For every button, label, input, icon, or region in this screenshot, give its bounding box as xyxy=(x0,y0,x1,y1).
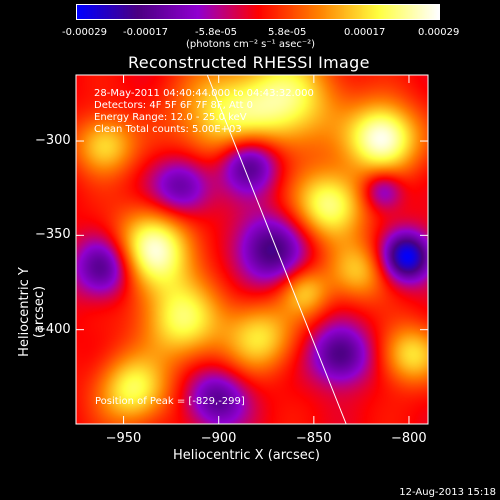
colorbar-label-6: 0.00029 xyxy=(418,27,460,38)
colorbar-label-5: 0.00017 xyxy=(344,27,386,38)
y-tick-label: −300 xyxy=(35,133,71,149)
y-axis-ticks xyxy=(76,140,428,331)
y-axis-label: Heliocentric Y (arcsec) xyxy=(17,267,47,357)
info-detectors: Detectors: 4F 5F 6F 7F 8F, Att 0 xyxy=(94,100,254,111)
info-time: 28-May-2011 04:40:44.000 to 04:43:32.000 xyxy=(94,88,314,99)
plot-frame xyxy=(75,74,429,425)
limb-line xyxy=(206,75,347,424)
peak-position-label: Position of Peak = [-829,-299] xyxy=(95,396,245,407)
colorbar xyxy=(76,4,440,20)
x-axis-label: Heliocentric X (arcsec) xyxy=(173,448,320,463)
colorbar-label-4: 5.8e-05 xyxy=(268,27,307,38)
colorbar-gradient xyxy=(77,5,439,19)
x-axis-ticks xyxy=(123,75,410,424)
y-tick-label: −400 xyxy=(35,321,71,337)
colorbar-label-2: -0.00017 xyxy=(123,27,168,38)
colorbar-unit: (photons cm⁻² s⁻¹ asec⁻²) xyxy=(186,39,316,50)
footer-date: 12-Aug-2013 15:18 xyxy=(399,487,496,498)
colorbar-label-3: -5.8e-05 xyxy=(195,27,237,38)
y-tick-label: −350 xyxy=(35,227,71,243)
x-tick-label: −800 xyxy=(390,431,427,446)
info-clean: Clean Total counts: 5.00E+03 xyxy=(94,124,242,135)
colorbar-label-1: -0.00029 xyxy=(62,27,107,38)
x-tick-label: −900 xyxy=(200,431,237,446)
solar-limb-line xyxy=(206,75,347,424)
info-energy: Energy Range: 12.0 - 25.0 keV xyxy=(94,112,247,123)
chart-title: Reconstructed RHESSI Image xyxy=(128,53,370,72)
x-tick-label: −850 xyxy=(295,431,332,446)
x-tick-label: −950 xyxy=(105,431,142,446)
